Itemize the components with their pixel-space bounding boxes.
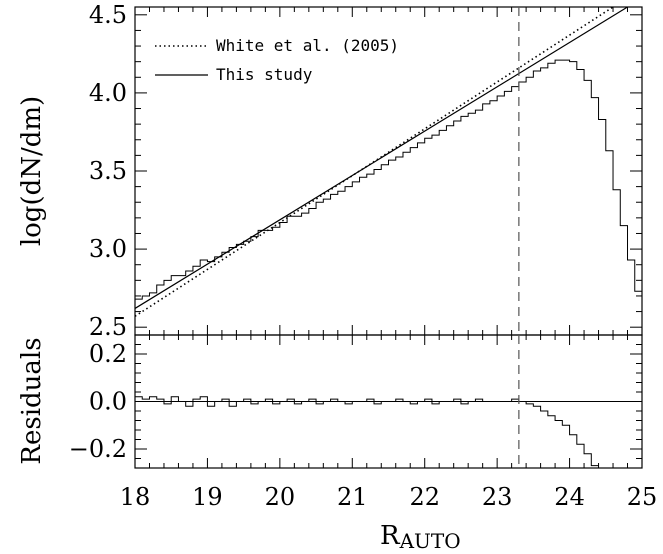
residuals-y-tick-labels: 0.2 0.0 −0.2 — [69, 340, 127, 463]
histogram-steps — [135, 396, 599, 467]
x-tick-label: 25 — [627, 483, 658, 511]
x-tick-label: 22 — [409, 483, 440, 511]
main-y-tick-labels: 2.5 3.0 3.5 4.0 4.5 — [89, 1, 127, 341]
x-tick-label: 18 — [120, 483, 151, 511]
legend-label-white: White et al. (2005) — [216, 36, 399, 55]
histogram-steps — [135, 59, 642, 300]
x-axis-title-main: R — [380, 521, 401, 551]
legend-label-this-study: This study — [216, 65, 313, 84]
y-tick-label: 3.0 — [89, 235, 127, 263]
y-tick-label: 3.5 — [89, 157, 127, 185]
main-ticks — [134, 7, 643, 335]
y-tick-label: −0.2 — [69, 435, 127, 463]
y-tick-label: 4.0 — [89, 79, 127, 107]
y-tick-label: 0.2 — [89, 340, 127, 368]
x-axis-title-subscript: AUTO — [399, 529, 461, 553]
x-tick-label: 21 — [337, 483, 368, 511]
y-tick-label: 2.5 — [89, 313, 127, 341]
main-y-axis-title: log(dN/dm) — [17, 96, 47, 246]
x-tick-labels: 18 19 20 21 22 23 24 25 — [120, 483, 658, 511]
legend: White et al. (2005) This study — [155, 36, 399, 84]
x-tick-label: 23 — [482, 483, 513, 511]
x-axis-title: RAUTO — [380, 521, 461, 553]
residuals-panel: 0.2 0.0 −0.2 Residuals — [17, 334, 643, 469]
y-tick-label: 0.0 — [89, 388, 127, 416]
x-tick-label: 20 — [265, 483, 296, 511]
series-line-this-study — [134, 6, 628, 309]
x-tick-label: 24 — [554, 483, 585, 511]
main-panel: 2.5 3.0 3.5 4.0 4.5 log(dN/dm) White et al. … — [17, 1, 643, 341]
residuals-ticks — [134, 334, 643, 469]
x-tick-label: 19 — [192, 483, 223, 511]
residuals-series — [135, 396, 599, 467]
main-series — [134, 6, 642, 317]
residuals-y-axis-title: Residuals — [17, 337, 47, 464]
main-plot-frame — [134, 6, 643, 336]
y-tick-label: 4.5 — [89, 1, 127, 29]
